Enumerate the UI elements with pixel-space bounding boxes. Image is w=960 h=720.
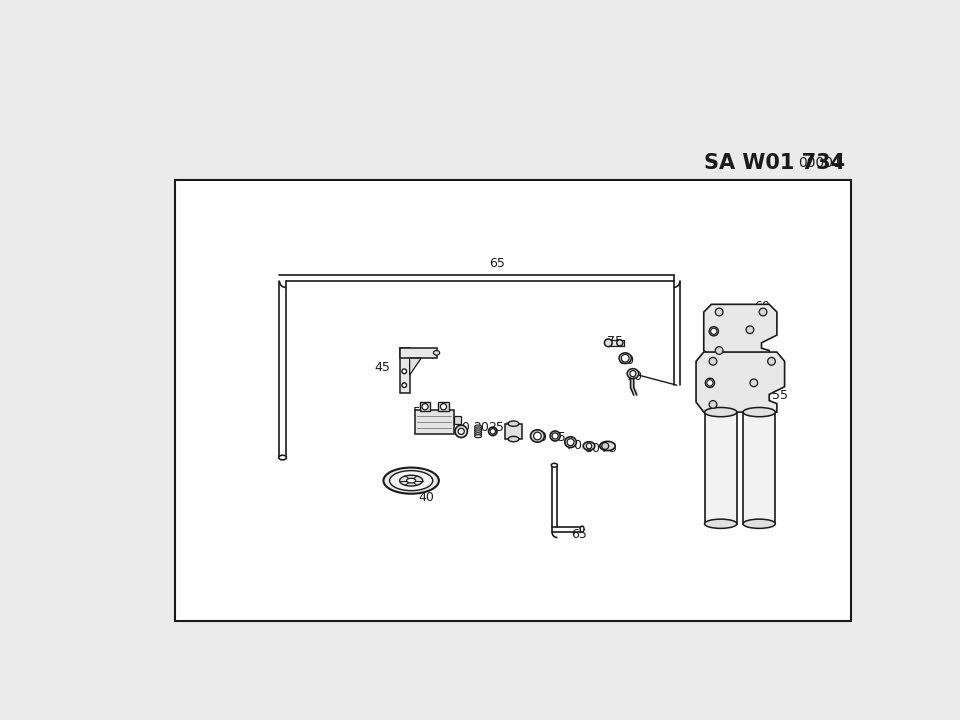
Circle shape: [567, 438, 574, 446]
Circle shape: [534, 432, 541, 440]
Bar: [175, 180, 851, 621]
Text: 75: 75: [607, 335, 623, 348]
Circle shape: [707, 379, 713, 386]
Text: 30: 30: [531, 431, 547, 444]
Ellipse shape: [564, 437, 576, 448]
Circle shape: [458, 428, 465, 434]
Ellipse shape: [619, 353, 632, 364]
Circle shape: [630, 371, 636, 377]
Ellipse shape: [278, 455, 286, 460]
Ellipse shape: [531, 430, 544, 442]
Ellipse shape: [508, 436, 519, 442]
Text: 40: 40: [418, 492, 434, 505]
Polygon shape: [696, 352, 784, 412]
Ellipse shape: [474, 435, 482, 438]
Text: 15: 15: [504, 421, 520, 434]
Ellipse shape: [587, 444, 591, 449]
Circle shape: [746, 326, 754, 333]
Ellipse shape: [600, 441, 615, 451]
Ellipse shape: [508, 421, 519, 426]
Bar: [415, 410, 453, 434]
Circle shape: [709, 400, 717, 408]
Circle shape: [621, 354, 629, 362]
Ellipse shape: [489, 427, 497, 436]
Polygon shape: [704, 305, 777, 359]
Bar: [505, 423, 522, 439]
Circle shape: [402, 369, 406, 374]
Ellipse shape: [602, 443, 609, 449]
Text: 65: 65: [490, 256, 505, 270]
Text: 80: 80: [584, 442, 600, 455]
Bar: [438, 402, 449, 411]
Ellipse shape: [474, 429, 482, 432]
Ellipse shape: [434, 351, 440, 355]
Text: 65: 65: [571, 528, 588, 541]
Ellipse shape: [390, 471, 433, 490]
Text: 5: 5: [414, 406, 421, 419]
Circle shape: [750, 379, 757, 387]
Ellipse shape: [399, 475, 422, 486]
Text: 35: 35: [550, 431, 566, 444]
Circle shape: [715, 346, 723, 354]
Text: 75: 75: [601, 442, 617, 455]
Text: 10: 10: [455, 421, 471, 434]
Ellipse shape: [406, 478, 416, 483]
Ellipse shape: [616, 340, 623, 346]
Ellipse shape: [605, 339, 612, 346]
Ellipse shape: [580, 526, 584, 532]
Text: 45: 45: [374, 361, 390, 374]
Circle shape: [552, 433, 558, 439]
Ellipse shape: [743, 408, 776, 417]
Ellipse shape: [706, 378, 714, 387]
Ellipse shape: [705, 519, 737, 528]
Polygon shape: [410, 359, 421, 375]
Bar: [453, 416, 461, 423]
Bar: [399, 348, 437, 359]
Text: 70: 70: [626, 370, 642, 383]
Ellipse shape: [743, 519, 776, 528]
Text: 25: 25: [488, 421, 504, 434]
Bar: [609, 340, 624, 346]
Ellipse shape: [551, 463, 558, 467]
Ellipse shape: [627, 369, 638, 379]
Ellipse shape: [584, 442, 595, 450]
Circle shape: [422, 404, 428, 410]
Circle shape: [402, 383, 406, 387]
Ellipse shape: [474, 433, 482, 436]
Circle shape: [710, 328, 717, 334]
Text: 60: 60: [754, 300, 770, 313]
Text: 20: 20: [472, 421, 489, 434]
Text: 55: 55: [772, 389, 787, 402]
Text: 70: 70: [565, 439, 582, 452]
Circle shape: [768, 357, 776, 365]
Ellipse shape: [383, 467, 439, 494]
Ellipse shape: [709, 327, 718, 336]
Text: SA W01 734: SA W01 734: [704, 153, 845, 174]
Ellipse shape: [705, 408, 737, 417]
Ellipse shape: [474, 431, 482, 434]
Ellipse shape: [455, 426, 468, 438]
Circle shape: [490, 428, 495, 434]
Ellipse shape: [550, 431, 560, 441]
Circle shape: [759, 308, 767, 316]
Ellipse shape: [474, 425, 482, 428]
Bar: [399, 348, 410, 393]
Bar: [420, 402, 430, 411]
Circle shape: [709, 357, 717, 365]
Bar: [705, 412, 737, 523]
Text: 80: 80: [618, 354, 635, 366]
Bar: [743, 412, 776, 523]
Circle shape: [441, 404, 446, 410]
Ellipse shape: [474, 427, 482, 430]
Text: 00001: 00001: [799, 156, 842, 171]
Circle shape: [715, 308, 723, 316]
